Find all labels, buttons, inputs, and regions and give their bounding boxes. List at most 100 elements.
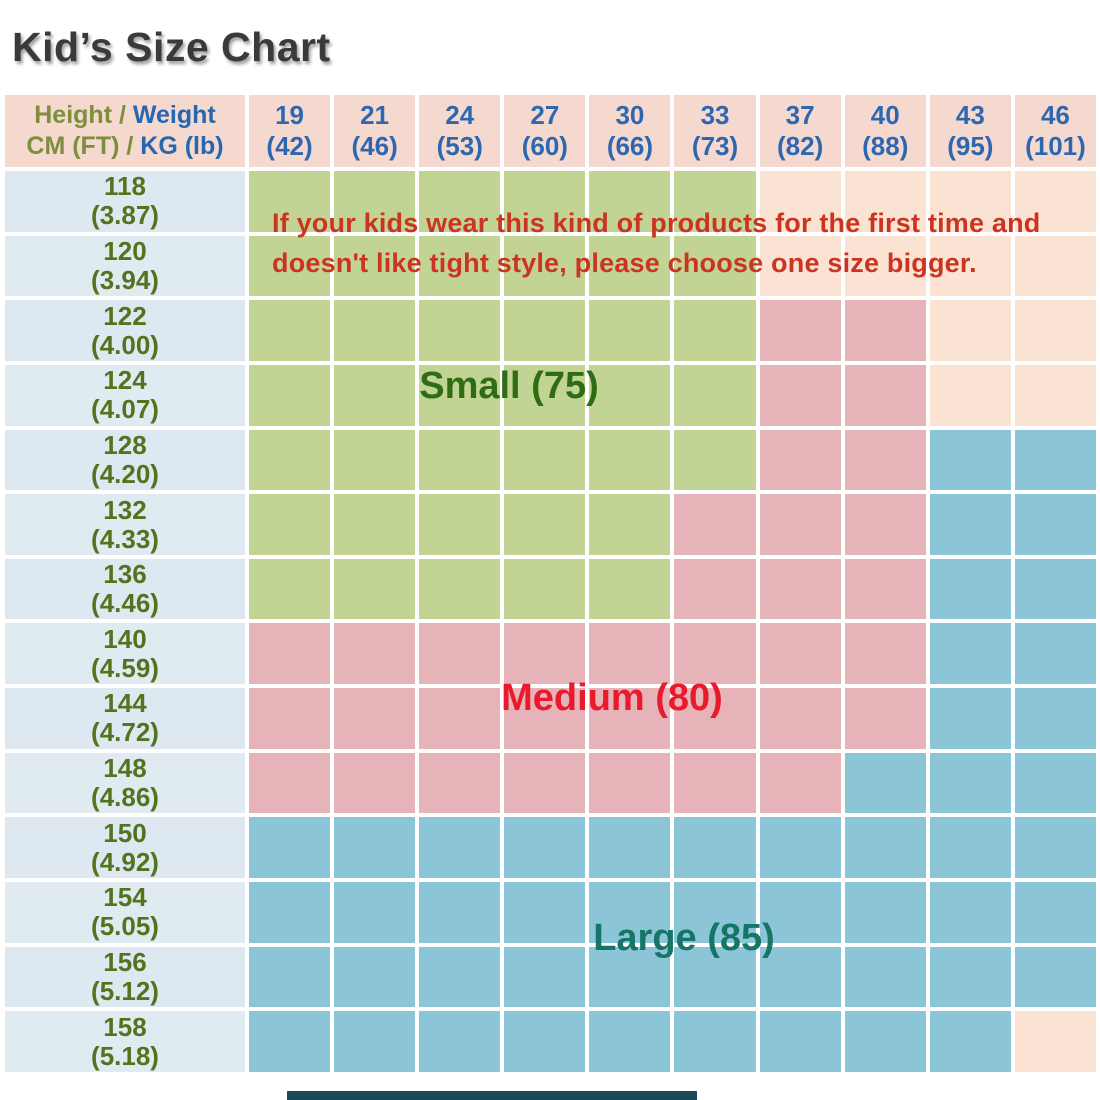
size-cell-150-40 bbox=[844, 817, 926, 879]
size-cell-154-24 bbox=[419, 882, 501, 943]
size-cell-150-30 bbox=[589, 817, 671, 879]
size-cell-132-37 bbox=[759, 494, 841, 555]
size-cell-156-19 bbox=[249, 946, 331, 1008]
size-cell-144-33 bbox=[674, 688, 756, 749]
size-cell-156-33 bbox=[674, 946, 756, 1008]
column-header-21: 21 (46) bbox=[334, 95, 416, 167]
size-cell-154-43 bbox=[929, 882, 1011, 943]
size-cell-154-19 bbox=[249, 882, 331, 943]
size-cell-136-43 bbox=[929, 558, 1011, 620]
size-cell-124-27 bbox=[504, 364, 586, 426]
size-cell-124-19 bbox=[249, 364, 331, 426]
size-cell-132-21 bbox=[334, 494, 416, 555]
size-cell-140-21 bbox=[334, 623, 416, 685]
size-cell-124-33 bbox=[674, 364, 756, 426]
size-cell-150-21 bbox=[334, 817, 416, 879]
size-cell-158-24 bbox=[419, 1011, 501, 1072]
row-label-158: 158 (5.18) bbox=[5, 1011, 245, 1072]
size-cell-140-24 bbox=[419, 623, 501, 685]
size-cell-118-27 bbox=[504, 171, 586, 232]
size-table: Height / Weight CM (FT) / KG (lb) 19 (42) 21… bbox=[5, 95, 1096, 1072]
size-cell-158-33 bbox=[674, 1011, 756, 1072]
size-cell-136-33 bbox=[674, 558, 756, 620]
size-cell-150-43 bbox=[929, 817, 1011, 879]
size-cell-128-27 bbox=[504, 429, 586, 491]
size-cell-156-46 bbox=[1014, 946, 1096, 1008]
column-header-19: 19 (42) bbox=[249, 95, 331, 167]
row-label-154: 154 (5.05) bbox=[5, 882, 245, 943]
size-cell-148-37 bbox=[759, 752, 841, 814]
size-cell-124-37 bbox=[759, 364, 841, 426]
size-cell-156-21 bbox=[334, 946, 416, 1008]
size-cell-118-43 bbox=[929, 171, 1011, 232]
size-cell-128-21 bbox=[334, 429, 416, 491]
size-cell-154-27 bbox=[504, 882, 586, 943]
column-header-46: 46 (101) bbox=[1014, 95, 1096, 167]
size-cell-148-27 bbox=[504, 752, 586, 814]
size-cell-118-46 bbox=[1014, 171, 1096, 232]
size-cell-120-46 bbox=[1014, 235, 1096, 297]
size-cell-120-24 bbox=[419, 235, 501, 297]
size-cell-132-30 bbox=[589, 494, 671, 555]
size-cell-118-19 bbox=[249, 171, 331, 232]
size-cell-128-43 bbox=[929, 429, 1011, 491]
size-cell-158-21 bbox=[334, 1011, 416, 1072]
size-cell-132-33 bbox=[674, 494, 756, 555]
size-cell-150-37 bbox=[759, 817, 841, 879]
size-cell-158-43 bbox=[929, 1011, 1011, 1072]
row-label-148: 148 (4.86) bbox=[5, 752, 245, 814]
bottom-banner-strip bbox=[287, 1091, 697, 1100]
size-cell-154-46 bbox=[1014, 882, 1096, 943]
row-label-144: 144 (4.72) bbox=[5, 688, 245, 749]
size-cell-150-33 bbox=[674, 817, 756, 879]
row-label-132: 132 (4.33) bbox=[5, 494, 245, 555]
row-label-124: 124 (4.07) bbox=[5, 364, 245, 426]
row-label-122: 122 (4.00) bbox=[5, 300, 245, 361]
size-cell-124-46 bbox=[1014, 364, 1096, 426]
size-cell-122-27 bbox=[504, 300, 586, 361]
size-cell-150-46 bbox=[1014, 817, 1096, 879]
size-cell-140-30 bbox=[589, 623, 671, 685]
size-cell-124-43 bbox=[929, 364, 1011, 426]
size-cell-124-40 bbox=[844, 364, 926, 426]
size-cell-144-27 bbox=[504, 688, 586, 749]
size-cell-128-30 bbox=[589, 429, 671, 491]
size-cell-136-40 bbox=[844, 558, 926, 620]
size-cell-128-24 bbox=[419, 429, 501, 491]
size-cell-120-19 bbox=[249, 235, 331, 297]
row-label-150: 150 (4.92) bbox=[5, 817, 245, 879]
size-cell-144-37 bbox=[759, 688, 841, 749]
size-cell-124-30 bbox=[589, 364, 671, 426]
size-cell-140-37 bbox=[759, 623, 841, 685]
size-cell-120-33 bbox=[674, 235, 756, 297]
size-cell-148-30 bbox=[589, 752, 671, 814]
size-cell-140-19 bbox=[249, 623, 331, 685]
size-cell-148-21 bbox=[334, 752, 416, 814]
table-corner-header: Height / Weight CM (FT) / KG (lb) bbox=[5, 95, 245, 167]
size-cell-150-27 bbox=[504, 817, 586, 879]
size-cell-136-27 bbox=[504, 558, 586, 620]
size-cell-128-19 bbox=[249, 429, 331, 491]
size-cell-132-43 bbox=[929, 494, 1011, 555]
size-cell-136-19 bbox=[249, 558, 331, 620]
size-cell-136-46 bbox=[1014, 558, 1096, 620]
size-cell-140-46 bbox=[1014, 623, 1096, 685]
size-cell-156-24 bbox=[419, 946, 501, 1008]
small-region-label: Small (75) bbox=[419, 365, 599, 407]
size-cell-154-40 bbox=[844, 882, 926, 943]
size-cell-148-19 bbox=[249, 752, 331, 814]
size-cell-144-24 bbox=[419, 688, 501, 749]
sizing-note-line-1: If your kids wear this kind of products … bbox=[272, 208, 1041, 238]
size-cell-144-46 bbox=[1014, 688, 1096, 749]
size-cell-144-43 bbox=[929, 688, 1011, 749]
size-cell-158-19 bbox=[249, 1011, 331, 1072]
size-cell-144-40 bbox=[844, 688, 926, 749]
size-cell-128-33 bbox=[674, 429, 756, 491]
size-cell-118-40 bbox=[844, 171, 926, 232]
row-label-136: 136 (4.46) bbox=[5, 558, 245, 620]
size-cell-156-37 bbox=[759, 946, 841, 1008]
sizing-note: If your kids wear this kind of products … bbox=[272, 203, 1041, 283]
size-cell-156-27 bbox=[504, 946, 586, 1008]
sizing-note-line-2: doesn't like tight style, please choose … bbox=[272, 248, 977, 278]
